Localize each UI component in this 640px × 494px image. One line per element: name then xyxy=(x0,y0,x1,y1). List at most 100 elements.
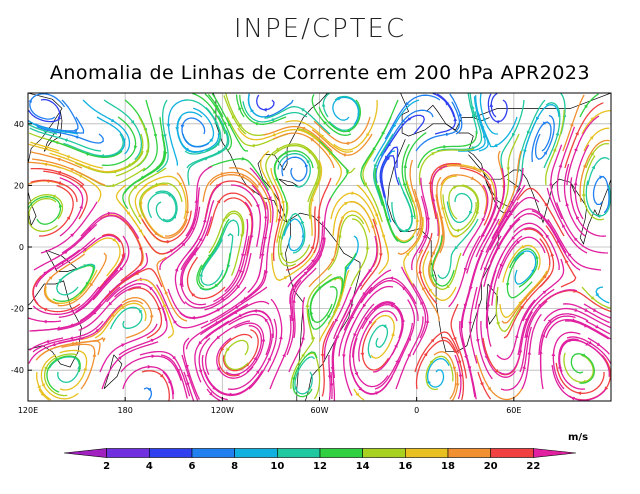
streamline-arrow xyxy=(382,324,387,329)
lon-tick-label: 60W xyxy=(310,406,328,415)
streamline-arrow xyxy=(174,267,179,272)
streamline-arrow xyxy=(590,117,595,121)
streamline-arrow xyxy=(336,335,340,340)
lat-tick-label: 0 xyxy=(19,243,24,252)
streamline-arrow xyxy=(581,192,586,196)
streamline-arrow xyxy=(426,216,431,220)
streamline-arrow xyxy=(240,234,244,238)
streamline-arrow xyxy=(110,313,115,318)
streamline-arrow xyxy=(255,204,260,209)
streamline-arrow xyxy=(482,134,487,138)
streamline-arrow xyxy=(85,152,90,157)
streamline-arrow xyxy=(173,319,177,324)
streamline-arrow xyxy=(138,309,143,314)
streamline-arrow xyxy=(241,174,246,179)
streamline-arrow xyxy=(344,202,349,206)
streamline-arrow xyxy=(475,339,480,343)
streamline-arrow xyxy=(103,280,108,285)
streamline-arrow xyxy=(239,269,243,274)
streamline-arrow xyxy=(527,351,532,355)
streamline-arrow xyxy=(597,214,601,219)
streamline-arrow xyxy=(159,373,164,378)
streamline-arrow xyxy=(422,234,427,239)
streamline-arrow xyxy=(89,282,94,287)
streamline-arrow xyxy=(204,157,209,161)
streamline-arrow xyxy=(119,267,124,271)
streamline-arrow xyxy=(138,247,143,252)
streamline-arrow xyxy=(573,181,578,186)
streamline-arrow xyxy=(291,317,296,321)
streamline-arrow xyxy=(350,315,355,320)
streamline-arrow xyxy=(292,283,297,288)
streamline-arrow xyxy=(584,308,589,312)
streamline-arrow xyxy=(455,228,460,233)
streamline-arrow xyxy=(73,341,78,345)
streamline-arrow xyxy=(334,318,339,323)
streamline-arrow xyxy=(590,296,595,300)
streamline-arrow xyxy=(428,288,433,292)
streamline-arrow xyxy=(423,352,428,357)
streamline-arrow xyxy=(452,337,457,341)
streamline-arrow xyxy=(429,360,434,364)
streamline-arrow xyxy=(110,183,115,188)
streamline-arrow xyxy=(544,202,549,207)
streamline-arrow xyxy=(263,216,268,221)
streamline-arrow xyxy=(558,163,563,168)
lon-tick-label: 180 xyxy=(118,406,133,415)
streamline-arrow xyxy=(405,252,410,256)
streamline-arrow xyxy=(294,385,298,390)
streamline-arrow xyxy=(260,253,265,258)
streamline-arrow xyxy=(487,386,492,391)
streamline-arrow xyxy=(415,218,420,222)
streamline-arrow xyxy=(310,197,314,202)
streamline-arrow xyxy=(337,96,342,101)
streamline-arrow xyxy=(108,301,113,306)
streamline-arrow xyxy=(337,233,342,238)
streamline-arrow xyxy=(550,252,555,257)
streamline-arrow xyxy=(279,252,283,257)
streamline-arrow xyxy=(176,368,180,373)
streamline-arrow xyxy=(304,163,309,168)
streamline-arrow xyxy=(233,310,238,314)
streamline-arrow xyxy=(403,164,408,168)
streamline-arrow xyxy=(393,123,397,128)
streamline-arrow xyxy=(41,383,45,388)
streamline-arrow xyxy=(535,255,539,260)
streamline-arrow xyxy=(178,181,183,186)
streamline-arrow xyxy=(446,284,450,289)
streamline-arrow xyxy=(58,203,63,208)
streamline-arrow xyxy=(226,347,230,352)
streamline-arrow xyxy=(69,309,74,313)
streamline-arrow xyxy=(306,159,311,164)
streamline-arrow xyxy=(180,124,185,129)
streamline-arrow xyxy=(223,121,227,125)
streamline-arrow xyxy=(110,118,115,123)
streamline-arrow xyxy=(291,375,296,380)
streamline-arrow xyxy=(147,364,152,369)
streamline-arrow xyxy=(330,366,335,371)
streamline-arrow xyxy=(317,369,321,373)
streamline-arrow xyxy=(589,135,594,140)
streamline-arrow xyxy=(330,257,335,262)
streamline-arrow xyxy=(463,267,468,272)
streamline-arrow xyxy=(179,281,184,286)
streamline-arrow xyxy=(452,366,456,371)
streamline-arrow xyxy=(271,132,276,137)
streamline-arrow xyxy=(407,352,411,357)
streamline-arrow xyxy=(565,259,569,264)
streamline-arrow xyxy=(282,353,286,358)
streamline-arrow xyxy=(320,354,325,358)
streamline-arrow xyxy=(454,245,459,250)
streamline-arrow xyxy=(520,304,524,309)
streamline-arrow xyxy=(69,168,74,172)
streamline-arrow xyxy=(278,236,283,240)
map-title: Anomalia de Linhas de Corrente em 200 hP… xyxy=(49,62,591,84)
streamline-arrow xyxy=(73,128,77,133)
streamline-arrow xyxy=(536,116,540,121)
colorbar-segment xyxy=(234,448,278,458)
streamline-arrow xyxy=(301,353,305,358)
streamline-arrow xyxy=(363,182,367,187)
streamline-arrow xyxy=(43,308,48,312)
colorbar-label: 22 xyxy=(526,461,540,472)
streamline-arrow xyxy=(510,200,515,205)
